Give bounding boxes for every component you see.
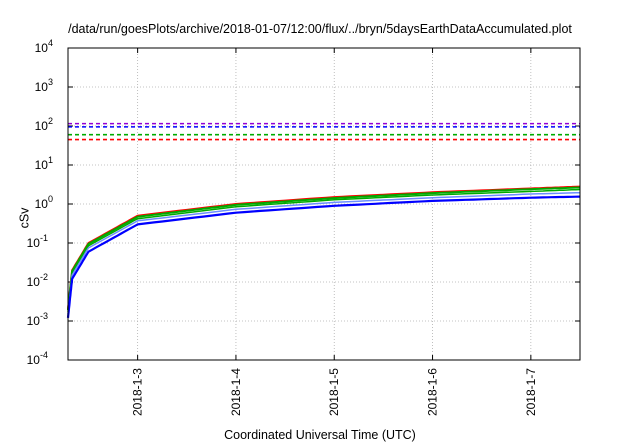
x-tick-label: 2018-1-5 [327,368,341,416]
y-tick-label: 10-2 [27,272,48,289]
y-tick-label: 100 [35,194,53,211]
y-tick-label: 101 [35,155,53,172]
series-line [67,191,581,315]
y-tick-label: 104 [35,38,53,55]
x-tick-label: 2018-1-6 [426,368,440,416]
y-axis-label: cSv [17,207,32,229]
series-line [66,195,581,319]
series-line [67,185,581,310]
y-tick-label: 102 [35,116,53,133]
x-tick-label: 2018-1-4 [229,368,243,416]
x-tick-label: 2018-1-7 [524,368,538,416]
series-line [67,188,581,313]
x-tick-label: 2018-1-3 [131,368,145,416]
x-axis-label: Coordinated Universal Time (UTC) [224,428,416,442]
y-tick-label: 10-3 [27,311,48,328]
plot-frame [67,47,581,361]
chart-title: /data/run/goesPlots/archive/2018-01-07/1… [68,22,572,36]
y-tick-label: 103 [35,77,53,94]
series-line [67,186,581,311]
y-tick-label: 10-4 [27,350,48,367]
y-tick-label: 10-1 [27,233,48,250]
